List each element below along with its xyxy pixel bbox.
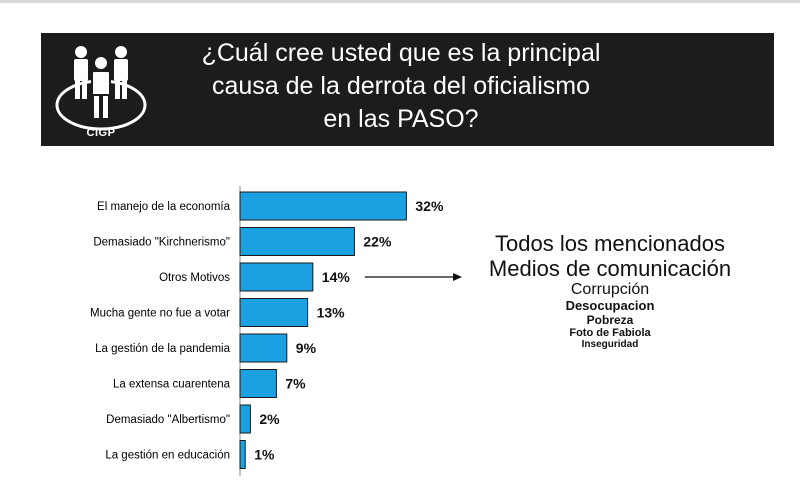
top-rule [0,0,800,3]
category-label: Demasiado "Albertismo" [106,414,230,426]
bar [239,262,314,292]
logo-text: CIGP [86,127,116,139]
value-label: 22% [363,234,392,250]
bar [239,440,246,469]
mention-item: Pobreza [586,312,634,327]
title-line: causa de la derrota del oficialismo [212,72,590,100]
category-label: Demasiado "Kirchnerismo" [93,237,230,249]
title-line: en las PASO? [323,105,479,133]
title-line: ¿Cuál cree usted que es la principal [201,39,601,67]
bar [239,333,288,363]
mention-item: Medios de comunicación [488,255,732,281]
value-label: 13% [317,305,346,321]
bar [239,369,277,398]
category-label: Mucha gente no fue a votar [90,308,230,320]
chart-title: ¿Cuál cree usted que es la principal cau… [161,37,641,136]
value-label: 9% [296,340,317,356]
logo: CIGP [51,39,151,143]
mention-item: Inseguridad [581,339,639,351]
header-banner: CIGP ¿Cuál cree usted que es la principa… [41,33,774,146]
arrow-head-icon [453,273,462,281]
bar [239,227,355,256]
value-label: 1% [254,447,275,463]
category-label: La extensa cuarentena [113,379,231,391]
people-group-icon [55,46,147,131]
value-label: 7% [285,376,306,392]
mention-item: Desocupacion [565,298,655,314]
bar [239,191,407,221]
category-label: El manejo de la economía [97,201,231,213]
category-label: Otros Motivos [159,272,230,284]
bar [239,298,309,327]
category-label: La gestión en educación [105,450,230,462]
value-label: 14% [322,269,351,285]
value-label: 2% [259,411,280,427]
mention-item: Corrupción [570,281,650,299]
value-label: 32% [415,198,444,214]
bar [239,404,251,434]
mentions-list: Todos los mencionados Medios de comunica… [460,231,760,351]
mention-item: Foto de Fabiola [569,327,651,340]
mention-item: Todos los mencionados [495,231,725,256]
category-label: La gestión de la pandemia [95,343,231,355]
